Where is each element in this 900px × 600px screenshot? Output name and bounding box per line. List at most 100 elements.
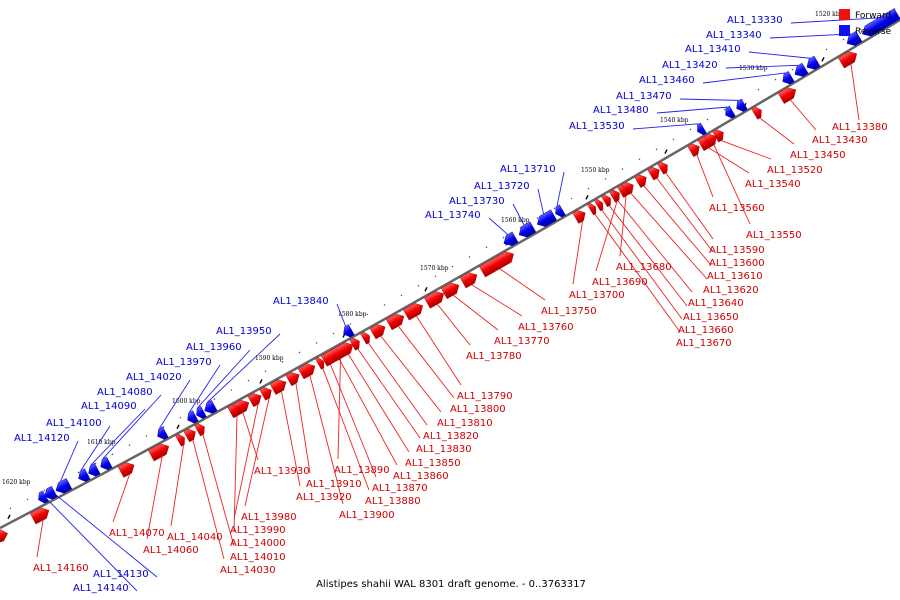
gene-label-forward[interactable]: AL1_14010 <box>230 552 286 563</box>
forward-gene-arrow[interactable] <box>572 208 589 224</box>
gene-label-forward[interactable]: AL1_13870 <box>372 483 428 494</box>
gene-label-reverse[interactable]: AL1_13950 <box>216 326 272 337</box>
gene-label-forward[interactable]: AL1_13690 <box>592 277 648 288</box>
gene-label-forward[interactable]: AL1_13550 <box>746 230 802 241</box>
gene-label-forward[interactable]: AL1_13900 <box>339 510 395 521</box>
gene-label-forward[interactable]: AL1_13890 <box>334 465 390 476</box>
gene-label-reverse[interactable]: AL1_13330 <box>727 15 783 26</box>
reverse-gene-arrow[interactable] <box>341 324 355 339</box>
forward-gene-arrow[interactable] <box>617 183 631 198</box>
reverse-gene-arrow[interactable] <box>53 478 73 496</box>
gene-label-reverse[interactable]: AL1_13720 <box>474 181 530 192</box>
gene-label-forward[interactable]: AL1_13520 <box>767 165 823 176</box>
gene-label-reverse[interactable]: AL1_13480 <box>593 105 649 116</box>
gene-label-reverse[interactable]: AL1_13460 <box>639 75 695 86</box>
gene-label-forward[interactable]: AL1_13650 <box>683 312 739 323</box>
gene-label-reverse[interactable]: AL1_14090 <box>81 401 137 412</box>
gene-label-reverse[interactable]: AL1_14140 <box>73 583 129 594</box>
reverse-gene-arrow[interactable] <box>42 485 58 502</box>
gene-label-forward[interactable]: AL1_13820 <box>423 431 479 442</box>
forward-gene-arrow[interactable] <box>687 141 703 158</box>
gene-label-reverse[interactable]: AL1_13340 <box>706 30 762 41</box>
reverse-gene-arrow[interactable] <box>723 105 736 120</box>
forward-gene-arrow[interactable] <box>712 127 727 143</box>
forward-gene-arrow[interactable] <box>459 270 480 289</box>
reverse-gene-arrow[interactable] <box>804 55 821 72</box>
gene-label-forward[interactable]: AL1_13610 <box>707 271 763 282</box>
forward-gene-arrow[interactable] <box>647 165 663 181</box>
gene-label-forward[interactable]: AL1_13860 <box>393 471 449 482</box>
gene-label-forward[interactable]: AL1_13700 <box>569 290 625 301</box>
gene-label-forward[interactable]: AL1_13920 <box>296 492 352 503</box>
gene-label-forward[interactable]: AL1_14060 <box>143 545 199 556</box>
reverse-gene-arrow[interactable] <box>36 490 49 505</box>
reverse-gene-arrow[interactable] <box>780 71 795 86</box>
gene-label-forward[interactable]: AL1_13980 <box>241 512 297 523</box>
gene-label-forward[interactable]: AL1_13450 <box>790 150 846 161</box>
gene-label-reverse[interactable]: AL1_13740 <box>425 210 481 221</box>
reverse-gene-arrow[interactable] <box>98 456 113 472</box>
forward-gene-arrow[interactable] <box>634 172 650 188</box>
gene-label-forward[interactable]: AL1_13790 <box>457 391 513 402</box>
gene-label-reverse[interactable]: AL1_13420 <box>662 60 718 71</box>
forward-gene-arrow[interactable] <box>148 441 171 462</box>
gene-label-forward[interactable]: AL1_13680 <box>616 262 672 273</box>
reverse-gene-arrow[interactable] <box>516 221 537 240</box>
forward-gene-arrow[interactable] <box>403 300 425 321</box>
gene-label-forward[interactable]: AL1_13620 <box>703 285 759 296</box>
gene-label-reverse[interactable]: AL1_14130 <box>93 569 149 580</box>
gene-label-forward[interactable]: AL1_13750 <box>541 306 597 317</box>
forward-gene-arrow[interactable] <box>259 385 275 401</box>
forward-gene-arrow[interactable] <box>320 340 356 367</box>
forward-gene-arrow[interactable] <box>440 280 462 300</box>
gene-label-forward[interactable]: AL1_13800 <box>450 404 506 415</box>
forward-gene-arrow[interactable] <box>594 198 605 212</box>
reverse-gene-arrow[interactable] <box>553 204 566 219</box>
forward-gene-arrow[interactable] <box>227 403 243 419</box>
forward-gene-arrow[interactable] <box>657 160 671 175</box>
reverse-gene-arrow[interactable] <box>860 8 900 40</box>
gene-label-reverse[interactable]: AL1_13410 <box>685 44 741 55</box>
forward-gene-arrow[interactable] <box>315 356 326 370</box>
reverse-gene-arrow[interactable] <box>694 122 707 137</box>
gene-label-forward[interactable]: AL1_13380 <box>832 122 888 133</box>
forward-gene-arrow[interactable] <box>349 336 363 351</box>
reverse-gene-arrow[interactable] <box>86 463 101 478</box>
gene-label-reverse[interactable]: AL1_13730 <box>449 196 505 207</box>
gene-label-forward[interactable]: AL1_13430 <box>812 135 868 146</box>
gene-label-forward[interactable]: AL1_14030 <box>220 565 276 576</box>
forward-gene-arrow[interactable] <box>369 322 388 340</box>
forward-gene-arrow[interactable] <box>175 432 188 447</box>
forward-gene-arrow[interactable] <box>777 85 799 104</box>
gene-label-forward[interactable]: AL1_13670 <box>676 338 732 349</box>
forward-gene-arrow[interactable] <box>751 105 765 120</box>
gene-label-forward[interactable]: AL1_13830 <box>416 444 472 455</box>
reverse-gene-arrow[interactable] <box>792 62 809 79</box>
gene-label-reverse[interactable]: AL1_13840 <box>273 296 329 307</box>
gene-label-reverse[interactable]: AL1_13960 <box>186 342 242 353</box>
gene-label-reverse[interactable]: AL1_14100 <box>46 418 102 429</box>
reverse-gene-arrow[interactable] <box>501 231 519 249</box>
gene-label-forward[interactable]: AL1_13770 <box>494 336 550 347</box>
forward-gene-arrow[interactable] <box>587 202 598 216</box>
forward-gene-arrow[interactable] <box>194 422 208 437</box>
gene-label-forward[interactable]: AL1_13880 <box>365 496 421 507</box>
reverse-gene-arrow[interactable] <box>155 426 169 442</box>
gene-label-reverse[interactable]: AL1_14120 <box>14 433 70 444</box>
forward-gene-arrow[interactable] <box>424 289 446 309</box>
reverse-gene-arrow[interactable] <box>185 410 199 426</box>
gene-label-reverse[interactable]: AL1_14080 <box>97 387 153 398</box>
gene-label-reverse[interactable]: AL1_13970 <box>156 357 212 368</box>
forward-gene-arrow[interactable] <box>704 131 720 148</box>
gene-label-reverse[interactable]: AL1_14020 <box>126 372 182 383</box>
reverse-gene-arrow[interactable] <box>194 405 207 420</box>
forward-gene-arrow[interactable] <box>29 505 52 525</box>
gene-label-forward[interactable]: AL1_13810 <box>437 418 493 429</box>
forward-gene-arrow[interactable] <box>601 193 613 208</box>
gene-label-forward[interactable]: AL1_13910 <box>306 479 362 490</box>
gene-label-forward[interactable]: AL1_13990 <box>230 525 286 536</box>
gene-label-forward[interactable]: AL1_13930 <box>254 466 310 477</box>
forward-gene-arrow[interactable] <box>837 49 860 69</box>
gene-label-forward[interactable]: AL1_13850 <box>405 458 461 469</box>
forward-gene-arrow[interactable] <box>285 370 302 387</box>
